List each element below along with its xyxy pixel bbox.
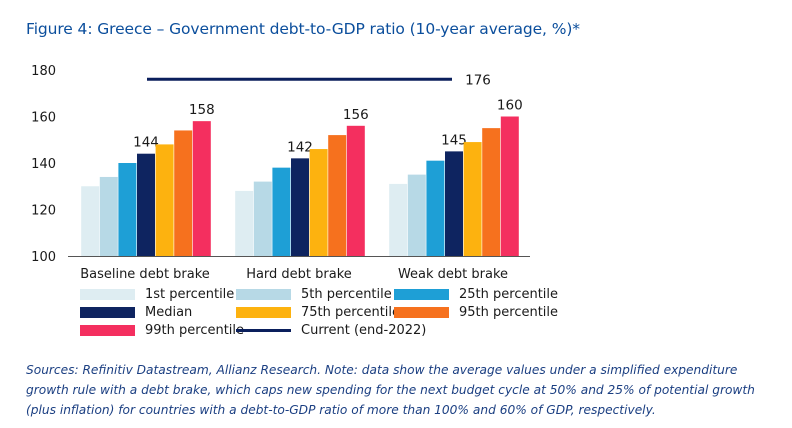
bar: [174, 130, 193, 256]
bar: [500, 116, 519, 256]
legend-swatch: [80, 307, 135, 318]
bar: [407, 174, 426, 256]
bar: [155, 144, 174, 256]
legend-swatch: [80, 325, 135, 336]
category-label: Hard debt brake: [246, 267, 352, 282]
reference-line-label: 176: [465, 72, 491, 88]
source-note: Sources: Refinitiv Datastream, Allianz R…: [26, 363, 755, 417]
bar: [192, 121, 211, 257]
chart-title: Figure 4: Greece – Government debt-to-GD…: [26, 20, 580, 38]
legend-item-99th-percentile: 99th percentile: [80, 323, 244, 338]
legend-label: 75th percentile: [301, 305, 401, 320]
legend-item-75th-percentile: 75th percentile: [236, 305, 400, 320]
legend-label: 95th percentile: [459, 305, 559, 320]
bar: [118, 163, 137, 256]
legend-line-swatch: [236, 329, 291, 332]
bar: [309, 149, 328, 256]
data-label: 156: [343, 107, 369, 123]
bar: [482, 128, 501, 256]
data-label: 142: [287, 139, 313, 155]
data-label: 144: [133, 135, 159, 151]
bar: [253, 181, 272, 256]
bar: [81, 186, 100, 256]
bar: [272, 167, 291, 256]
bar: [291, 158, 309, 256]
category-label: Baseline debt brake: [80, 267, 210, 282]
y-tick-label: 100: [31, 250, 56, 265]
data-label: 145: [441, 132, 467, 148]
legend-item-median: Median: [80, 305, 192, 320]
legend-label: Current (end-2022): [301, 323, 427, 338]
data-label: 160: [497, 98, 523, 114]
legend-swatch: [236, 307, 291, 318]
data-label: 158: [189, 102, 215, 118]
bar: [137, 153, 155, 256]
bar: [328, 135, 347, 256]
legend-item-95th-percentile: 95th percentile: [394, 305, 558, 320]
bar: [426, 160, 445, 256]
bar: [235, 190, 254, 256]
bar: [463, 142, 482, 256]
bar: [445, 151, 463, 256]
bar: [346, 125, 365, 256]
y-tick-label: 140: [31, 157, 56, 172]
y-tick-label: 180: [31, 64, 56, 79]
legend-label: Median: [145, 305, 193, 320]
y-tick-label: 120: [31, 204, 56, 219]
y-tick-label: 160: [31, 111, 56, 126]
legend-label: 99th percentile: [145, 323, 245, 338]
bar: [389, 183, 408, 256]
legend-item-current: Current (end-2022): [236, 323, 426, 338]
category-label: Weak debt brake: [398, 267, 508, 282]
bar-chart: 100 120 140 160 180 144 158 Baseline debt brake…: [31, 64, 530, 282]
legend-swatch: [394, 307, 449, 318]
bar: [99, 176, 118, 256]
